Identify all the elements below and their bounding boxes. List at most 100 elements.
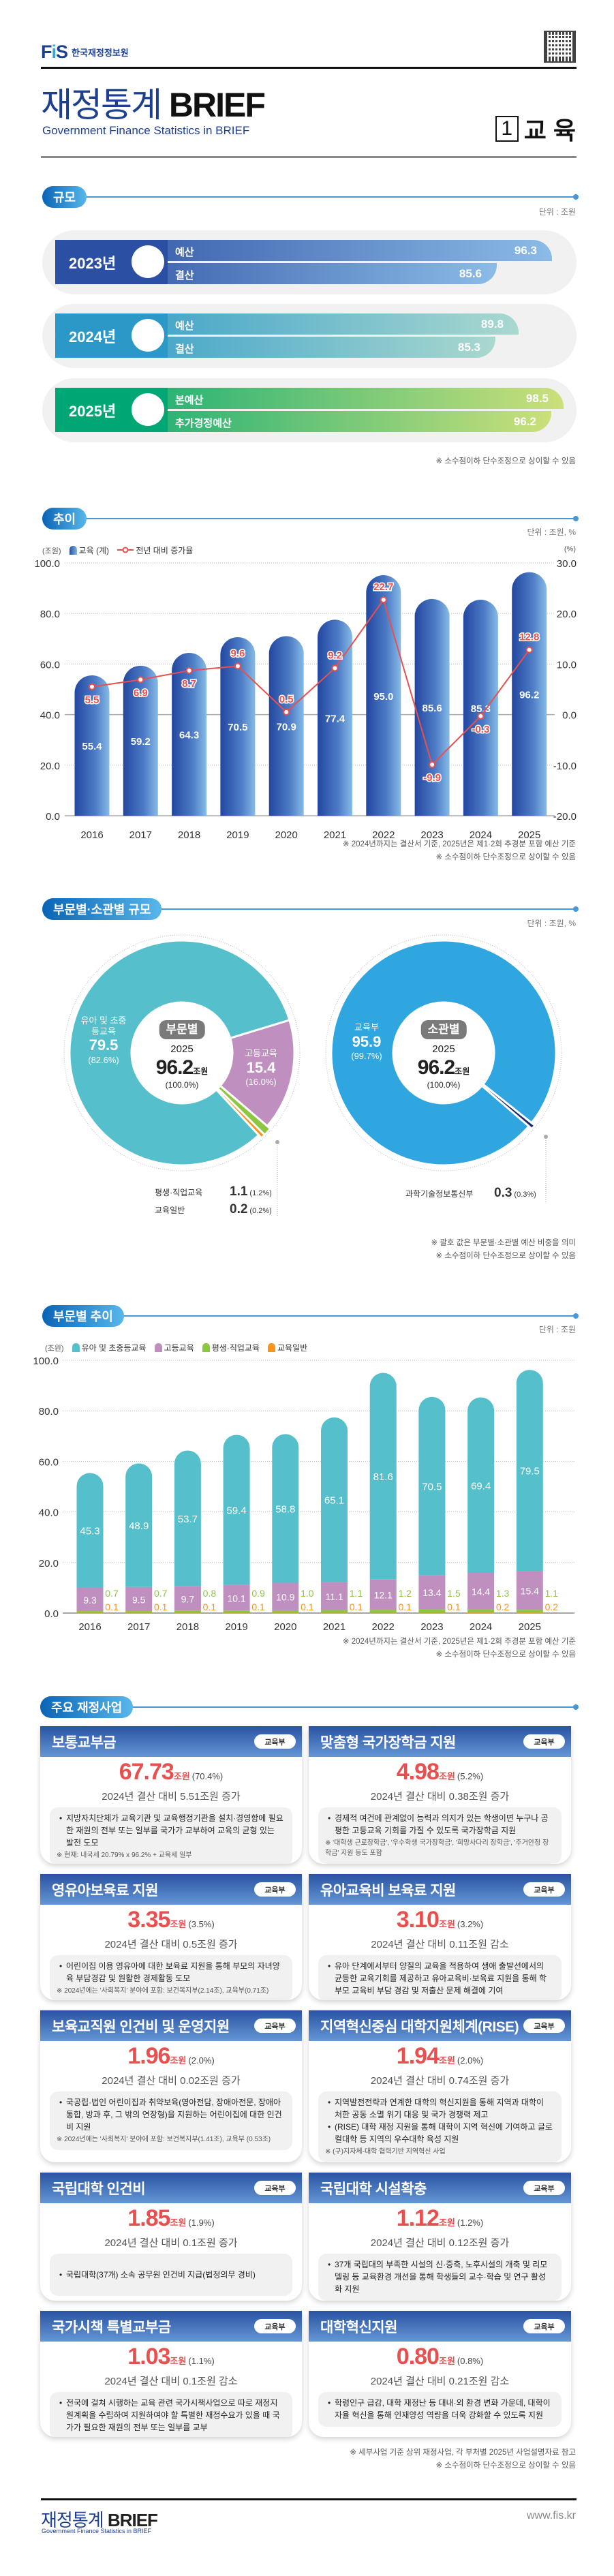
footnote: ※ 괄호 값은 부문별·소관별 예산 비중을 의미 xyxy=(431,1239,577,1247)
segment-label: 14.4 xyxy=(472,1586,490,1597)
section-title: 규모 xyxy=(42,186,87,208)
stack-segment xyxy=(418,1609,446,1613)
slice-pct: (82.6%) xyxy=(88,1054,119,1065)
slice-pct: (16.0%) xyxy=(245,1076,277,1087)
program-amount: 67.73조원 (70.4%) xyxy=(40,1760,302,1788)
legend-label: 교육 (계) xyxy=(78,546,110,555)
stack-segment xyxy=(272,1612,299,1614)
amount-change: 2024년 결산 대비 0.74조원 증가 xyxy=(370,2075,510,2087)
bar-value-label: 64.3 xyxy=(179,730,199,741)
footnote: ※ 소수점이하 단수조정으로 상이할 수 있음 xyxy=(435,853,576,861)
segment-label: 0.1 xyxy=(251,1601,265,1612)
bar xyxy=(172,652,207,816)
program-name: 대학혁신지원 xyxy=(320,2319,397,2335)
program-amount: 4.98조원 (5.2%) xyxy=(309,1760,571,1788)
page-subtitle: Government Finance Statistics in BRIEF xyxy=(42,124,250,137)
unit-label: 단위 : 조원, % xyxy=(527,919,576,928)
amount-share: (0.8%) xyxy=(457,2356,484,2366)
program-description: 어린이집 이용 영유아에 대한 보육료 지원을 통해 부모의 자녀양육 부담경감… xyxy=(50,1955,292,2000)
program-description: 유아 단계에서부터 양질의 교육을 적용하여 생애 출발선에서의 균등한 교육기… xyxy=(318,1955,562,2000)
bar-value-label: 85.3 xyxy=(471,703,491,715)
amount-unit: 조원 xyxy=(438,2356,455,2366)
footnotes: ※ 괄호 값은 부문별·소관별 예산 비중을 의미 ※ 소수점이하 단수조정으로 … xyxy=(431,1237,577,1263)
section-header-sector-trend: 부문별 추이 xyxy=(42,1305,579,1327)
segment-label: 10.9 xyxy=(276,1592,294,1603)
left-axis-unit: (조원) xyxy=(45,1344,64,1353)
description-bullet: 국립대학(37개) 소속 공무원 인건비 지급(법정의무 경비) xyxy=(59,2269,284,2281)
section-title: 부문별 추이 xyxy=(42,1305,124,1327)
ministry-badge: 교육부 xyxy=(523,1734,565,1749)
program-description: 학령인구 급감, 대학 재정난 등 대내·외 환경 변화 가운데, 대학이 자율… xyxy=(318,2392,562,2427)
amount-share: (70.4%) xyxy=(191,1771,224,1781)
line-point xyxy=(137,676,144,684)
x-tick: 2024 xyxy=(470,829,492,838)
stack-segment xyxy=(272,1582,299,1610)
line-point xyxy=(429,761,436,769)
total-unit: 조원 xyxy=(193,1067,209,1077)
amount-share: (3.5%) xyxy=(188,1919,215,1929)
stack-segment xyxy=(321,1582,348,1610)
stack-segment xyxy=(125,1611,153,1613)
section-header-share: 부문별·소관별 규모 xyxy=(42,898,579,920)
x-tick: 2018 xyxy=(176,1621,199,1633)
footnote: ※ 소수점이하 단수조정으로 상이할 수 있음 xyxy=(435,1252,576,1260)
x-tick: 2020 xyxy=(275,829,298,838)
program-amount: 1.03조원 (1.1%) xyxy=(40,2345,302,2373)
slice-pct: (0.3%) xyxy=(514,1191,536,1199)
program-name: 지역혁신중심 대학지원체계(RISE) xyxy=(320,2019,519,2035)
line-marker-icon xyxy=(117,547,134,553)
segment-label: 48.9 xyxy=(129,1520,149,1532)
footnotes: ※ 2024년까지는 결산서 기준, 2025년은 제1·2회 추경분 포함 예… xyxy=(343,1636,576,1661)
program-description: 국립대학(37개) 소속 공무원 인건비 지급(법정의무 경비) xyxy=(50,2254,292,2296)
page-title: 재정통계 BRIEF xyxy=(41,87,266,123)
qr-code-icon[interactable] xyxy=(544,31,576,63)
footer-subtitle: Government Finance Statistics in BRIEF xyxy=(42,2528,152,2534)
description-bullet: 학령인구 급감, 대학 재정난 등 대내·외 환경 변화 가운데, 대학이 자율… xyxy=(328,2397,553,2421)
stack-segment xyxy=(516,1571,543,1610)
ministry-badge: 교육부 xyxy=(523,2019,565,2033)
legend-item-bar: 교육 (계) xyxy=(69,545,110,556)
bar xyxy=(268,636,304,816)
line-point xyxy=(185,667,193,675)
stack-segment xyxy=(76,1473,104,1588)
slice-name: 유아 및 초중등교육 xyxy=(80,1015,127,1037)
amount-value: 1.85 xyxy=(127,2205,170,2231)
stack-segment xyxy=(174,1610,201,1613)
stack-segment xyxy=(467,1612,495,1614)
topic-label: 교 육 xyxy=(523,117,576,144)
card-header: 유아교육비 보육료 지원 교육부 xyxy=(309,1874,571,1905)
chart-legend: (조원) 교육 (계) 전년 대비 증가율 xyxy=(42,545,193,556)
y-tick-left: 100.0 xyxy=(34,558,60,570)
donut-label: 교육부 95.9 (99.7%) xyxy=(351,1022,382,1062)
amount-unit: 조원 xyxy=(173,1771,190,1781)
website-link[interactable]: www.fis.kr xyxy=(527,2510,576,2521)
description-bullet: (RISE) 대학 재정 지원을 통해 대학이 지역 혁신에 기여하고 글로컬대… xyxy=(328,2121,553,2145)
amount-value: 1.94 xyxy=(396,2043,440,2069)
segment-label: 10.1 xyxy=(227,1593,245,1604)
x-tick: 2017 xyxy=(129,829,152,838)
y-tick-right: -20.0 xyxy=(553,811,577,823)
legend-swatch-icon xyxy=(72,1343,80,1352)
segment-label: 65.1 xyxy=(324,1495,344,1507)
amount-unit: 조원 xyxy=(170,2218,187,2228)
stack-segment xyxy=(369,1579,397,1610)
section-title: 부문별·소관별 규모 xyxy=(42,898,162,920)
amount-change: 2024년 결산 대비 0.1조원 증가 xyxy=(104,2237,238,2249)
y-tick: 40.0 xyxy=(39,1507,59,1519)
program-name: 국립대학 시설확충 xyxy=(320,2181,427,2197)
rate-label: -9.9 xyxy=(423,772,441,784)
program-card: 지역혁신중심 대학지원체계(RISE) 교육부 1.94조원 (2.0%) 2024년 … xyxy=(309,2010,571,2162)
bar xyxy=(512,572,547,816)
legend-swatch-icon xyxy=(154,1343,162,1352)
stack-segment xyxy=(125,1463,153,1587)
donut-slice xyxy=(219,1018,296,1128)
segment-label: 9.3 xyxy=(83,1595,97,1606)
slice-name: 과학기술정보통신부 xyxy=(405,1189,474,1199)
stack-segment xyxy=(516,1610,543,1613)
segment-label: 0.1 xyxy=(447,1601,461,1612)
stack-segment xyxy=(369,1373,397,1580)
program-amount: 1.94조원 (2.0%) xyxy=(309,2044,571,2072)
amount-share: (2.0%) xyxy=(457,2055,484,2066)
x-tick: 2019 xyxy=(225,1621,247,1633)
footer-divider xyxy=(41,2498,577,2500)
